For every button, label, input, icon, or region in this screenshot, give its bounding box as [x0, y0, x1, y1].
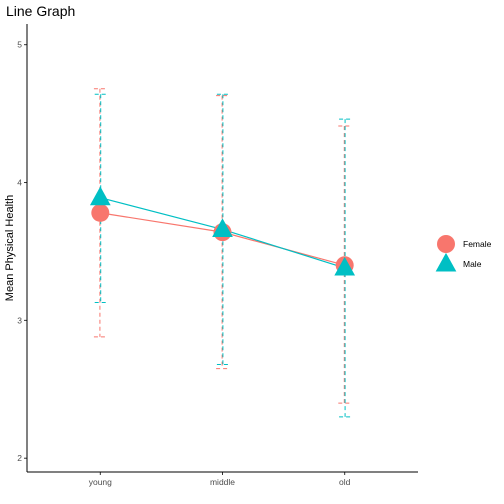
- y-tick-label: 2: [17, 453, 22, 463]
- male-point: [89, 186, 111, 206]
- x-tick-label: middle: [210, 477, 235, 487]
- legend-key-male: [435, 252, 457, 272]
- y-tick-label: 4: [17, 178, 22, 188]
- error-bar: [94, 93, 107, 303]
- legend-key-female: [437, 235, 455, 253]
- y-tick-label: 3: [17, 315, 22, 325]
- error-bar: [93, 88, 106, 338]
- x-tick-label: old: [339, 477, 351, 487]
- y-axis-ticks: 2 3 4 5: [17, 40, 27, 463]
- legend-label: Male: [463, 259, 482, 269]
- legend-item: Female: [437, 235, 492, 253]
- y-axis-title: Mean Physical Health: [4, 195, 16, 301]
- x-tick-label: young: [89, 477, 112, 487]
- y-tick-label: 5: [17, 40, 22, 50]
- data-points: [89, 186, 356, 276]
- error-bars: [93, 88, 352, 418]
- legend-item: Male: [435, 252, 482, 272]
- error-bar: [338, 125, 351, 404]
- male-point: [212, 218, 233, 237]
- x-axis-ticks: young middle old: [89, 472, 351, 487]
- chart-title: Line Graph: [6, 3, 75, 19]
- male-point: [334, 256, 356, 276]
- legend-label: Female: [463, 239, 492, 249]
- legend: Female Male: [435, 235, 492, 272]
- female-point: [91, 203, 110, 222]
